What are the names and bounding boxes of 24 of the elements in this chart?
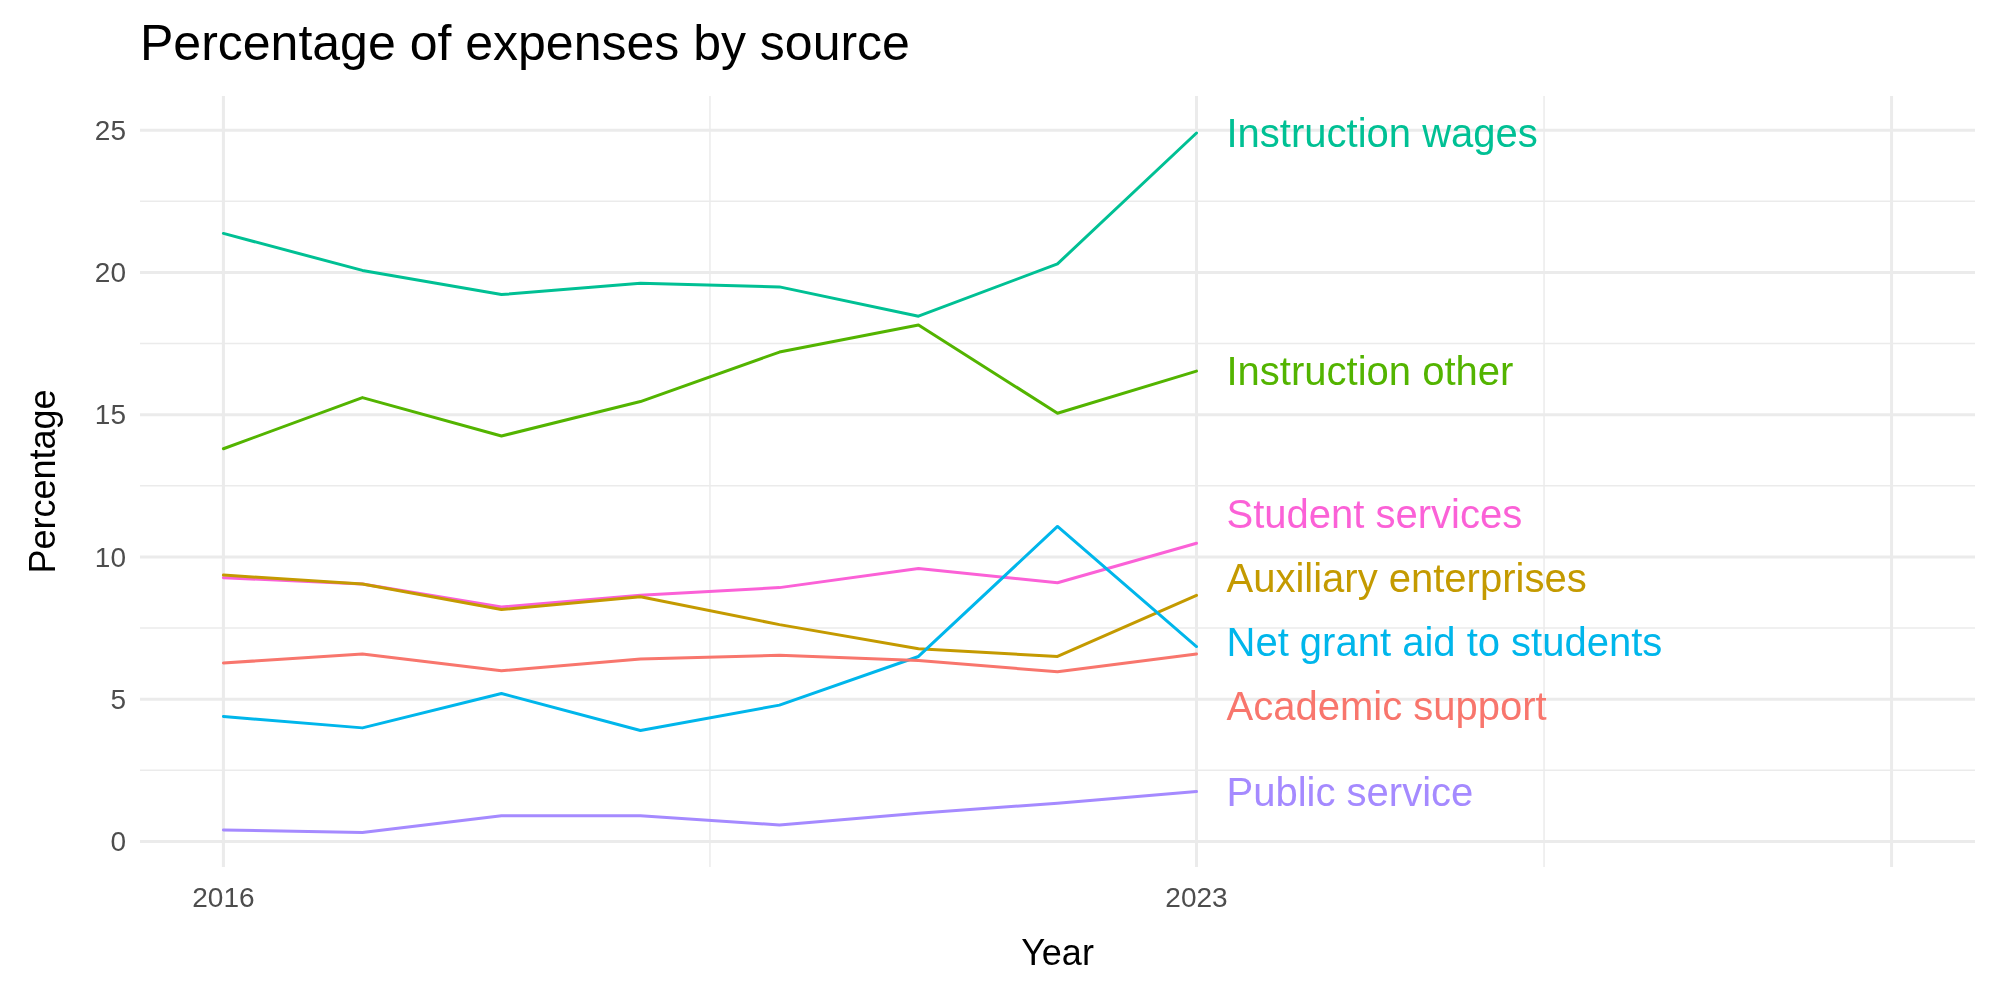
series-label: Instruction other <box>1226 349 1514 394</box>
series-label: Public service <box>1226 769 1474 814</box>
y-tick-label: 25 <box>94 114 126 146</box>
line-series <box>221 652 1199 674</box>
series-label: Auxiliary enterprises <box>1226 555 1587 600</box>
y-tick-label: 15 <box>94 399 126 431</box>
x-axis-title: Year <box>1021 932 1094 973</box>
y-tick-label: 0 <box>110 826 126 858</box>
line-series <box>221 573 1199 658</box>
line-series <box>221 131 1199 318</box>
series-label: Instruction wages <box>1226 110 1538 155</box>
line-series <box>221 524 1199 732</box>
y-tick-label: 20 <box>94 257 126 289</box>
line-series <box>221 323 1199 451</box>
series-label: Student services <box>1226 491 1523 536</box>
x-tick-label: 2016 <box>192 882 255 913</box>
line-series <box>221 790 1199 835</box>
series-label: Academic support <box>1226 683 1547 728</box>
y-tick-label: 5 <box>110 683 126 715</box>
series-label: Net grant aid to students <box>1226 619 1663 664</box>
x-tick-label: 2023 <box>1165 882 1228 913</box>
chart-title: Percentage of expenses by source <box>140 15 910 71</box>
y-axis-title: Percentage <box>22 389 63 574</box>
y-tick-label: 10 <box>94 541 126 573</box>
